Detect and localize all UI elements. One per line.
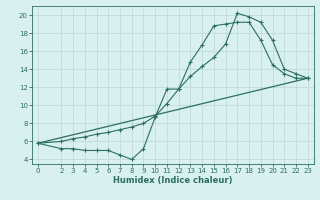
X-axis label: Humidex (Indice chaleur): Humidex (Indice chaleur): [113, 176, 233, 185]
